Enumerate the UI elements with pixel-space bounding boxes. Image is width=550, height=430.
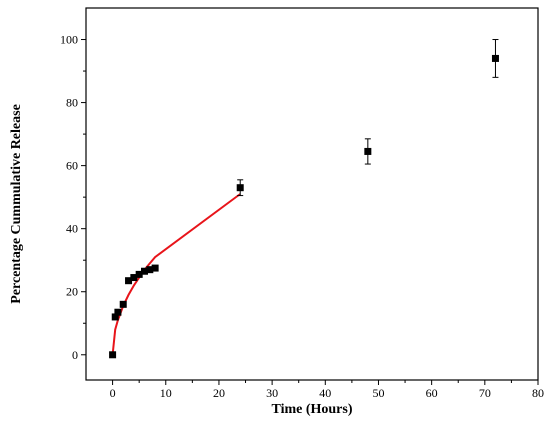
y-axis-ticks: 0 20 40 60 80 100 <box>60 33 86 362</box>
x-tick-label: 60 <box>426 386 438 400</box>
x-tick-label: 80 <box>532 386 544 400</box>
fit-line-layer <box>111 193 241 355</box>
y-tick-label: 60 <box>66 159 78 173</box>
x-tick-label: 30 <box>266 386 278 400</box>
x-tick-label: 50 <box>372 386 384 400</box>
data-point <box>119 300 127 308</box>
plot-border <box>85 7 539 381</box>
data-point <box>109 351 117 359</box>
data-point <box>491 54 499 62</box>
data-point <box>130 274 138 282</box>
data-point <box>135 270 143 278</box>
x-tick-label: 20 <box>213 386 225 400</box>
marker-layer <box>109 54 499 359</box>
x-tick-label: 10 <box>160 386 172 400</box>
data-point <box>146 266 154 274</box>
x-tick-label: 40 <box>319 386 331 400</box>
y-tick-label: 20 <box>66 285 78 299</box>
error-bar-layer <box>237 39 499 197</box>
data-point <box>111 313 119 321</box>
y-tick-label: 80 <box>66 96 78 110</box>
data-point <box>364 147 372 155</box>
x-tick-label: 70 <box>479 386 491 400</box>
y-tick-label: 0 <box>72 348 78 362</box>
data-point <box>125 277 133 285</box>
x-axis-title: Time (Hours) <box>271 402 352 417</box>
fit-line <box>111 193 241 355</box>
data-point <box>114 308 122 316</box>
data-point <box>140 267 148 275</box>
data-point <box>151 264 159 272</box>
x-axis-ticks: 0 10 20 30 40 50 60 70 80 <box>110 380 544 400</box>
y-axis-title: Percentage Cummulative Release <box>9 104 24 304</box>
x-tick-label: 0 <box>110 386 116 400</box>
plot-frame <box>85 7 539 381</box>
y-tick-label: 100 <box>60 33 78 47</box>
y-tick-label: 40 <box>66 222 78 236</box>
data-point <box>236 184 244 192</box>
